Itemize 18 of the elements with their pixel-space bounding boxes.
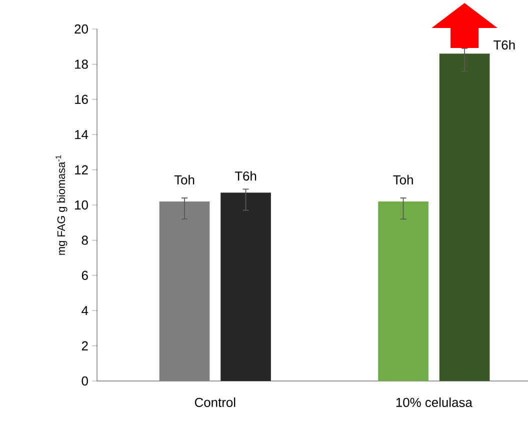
y-tick-label: 20 (74, 24, 88, 34)
y-tick-label: 8 (82, 236, 88, 245)
y-tick-label: 16 (75, 94, 88, 104)
y-tick-label: 18 (75, 60, 88, 69)
y-axis-title: mg FAG g biomasa$^{-1}$ (56, 155, 68, 255)
series-label: Toh (174, 174, 194, 184)
y-tick-label: 0 (82, 376, 88, 386)
series-label: T6h (494, 40, 515, 50)
text: Toh (393, 174, 413, 184)
y-tick-label: 4 (82, 306, 88, 316)
text: T6h (234, 171, 256, 181)
y-tick-label: 14 (75, 130, 88, 140)
y-tick-label: 10 (75, 200, 88, 210)
x-tick-label: 10% celulasa (396, 398, 472, 408)
y-tick-label: 2 (82, 341, 88, 350)
x-tick-label: Control (194, 398, 236, 408)
y-tick-label: 12 (75, 165, 88, 174)
y-tick-label: 6 (82, 270, 88, 280)
